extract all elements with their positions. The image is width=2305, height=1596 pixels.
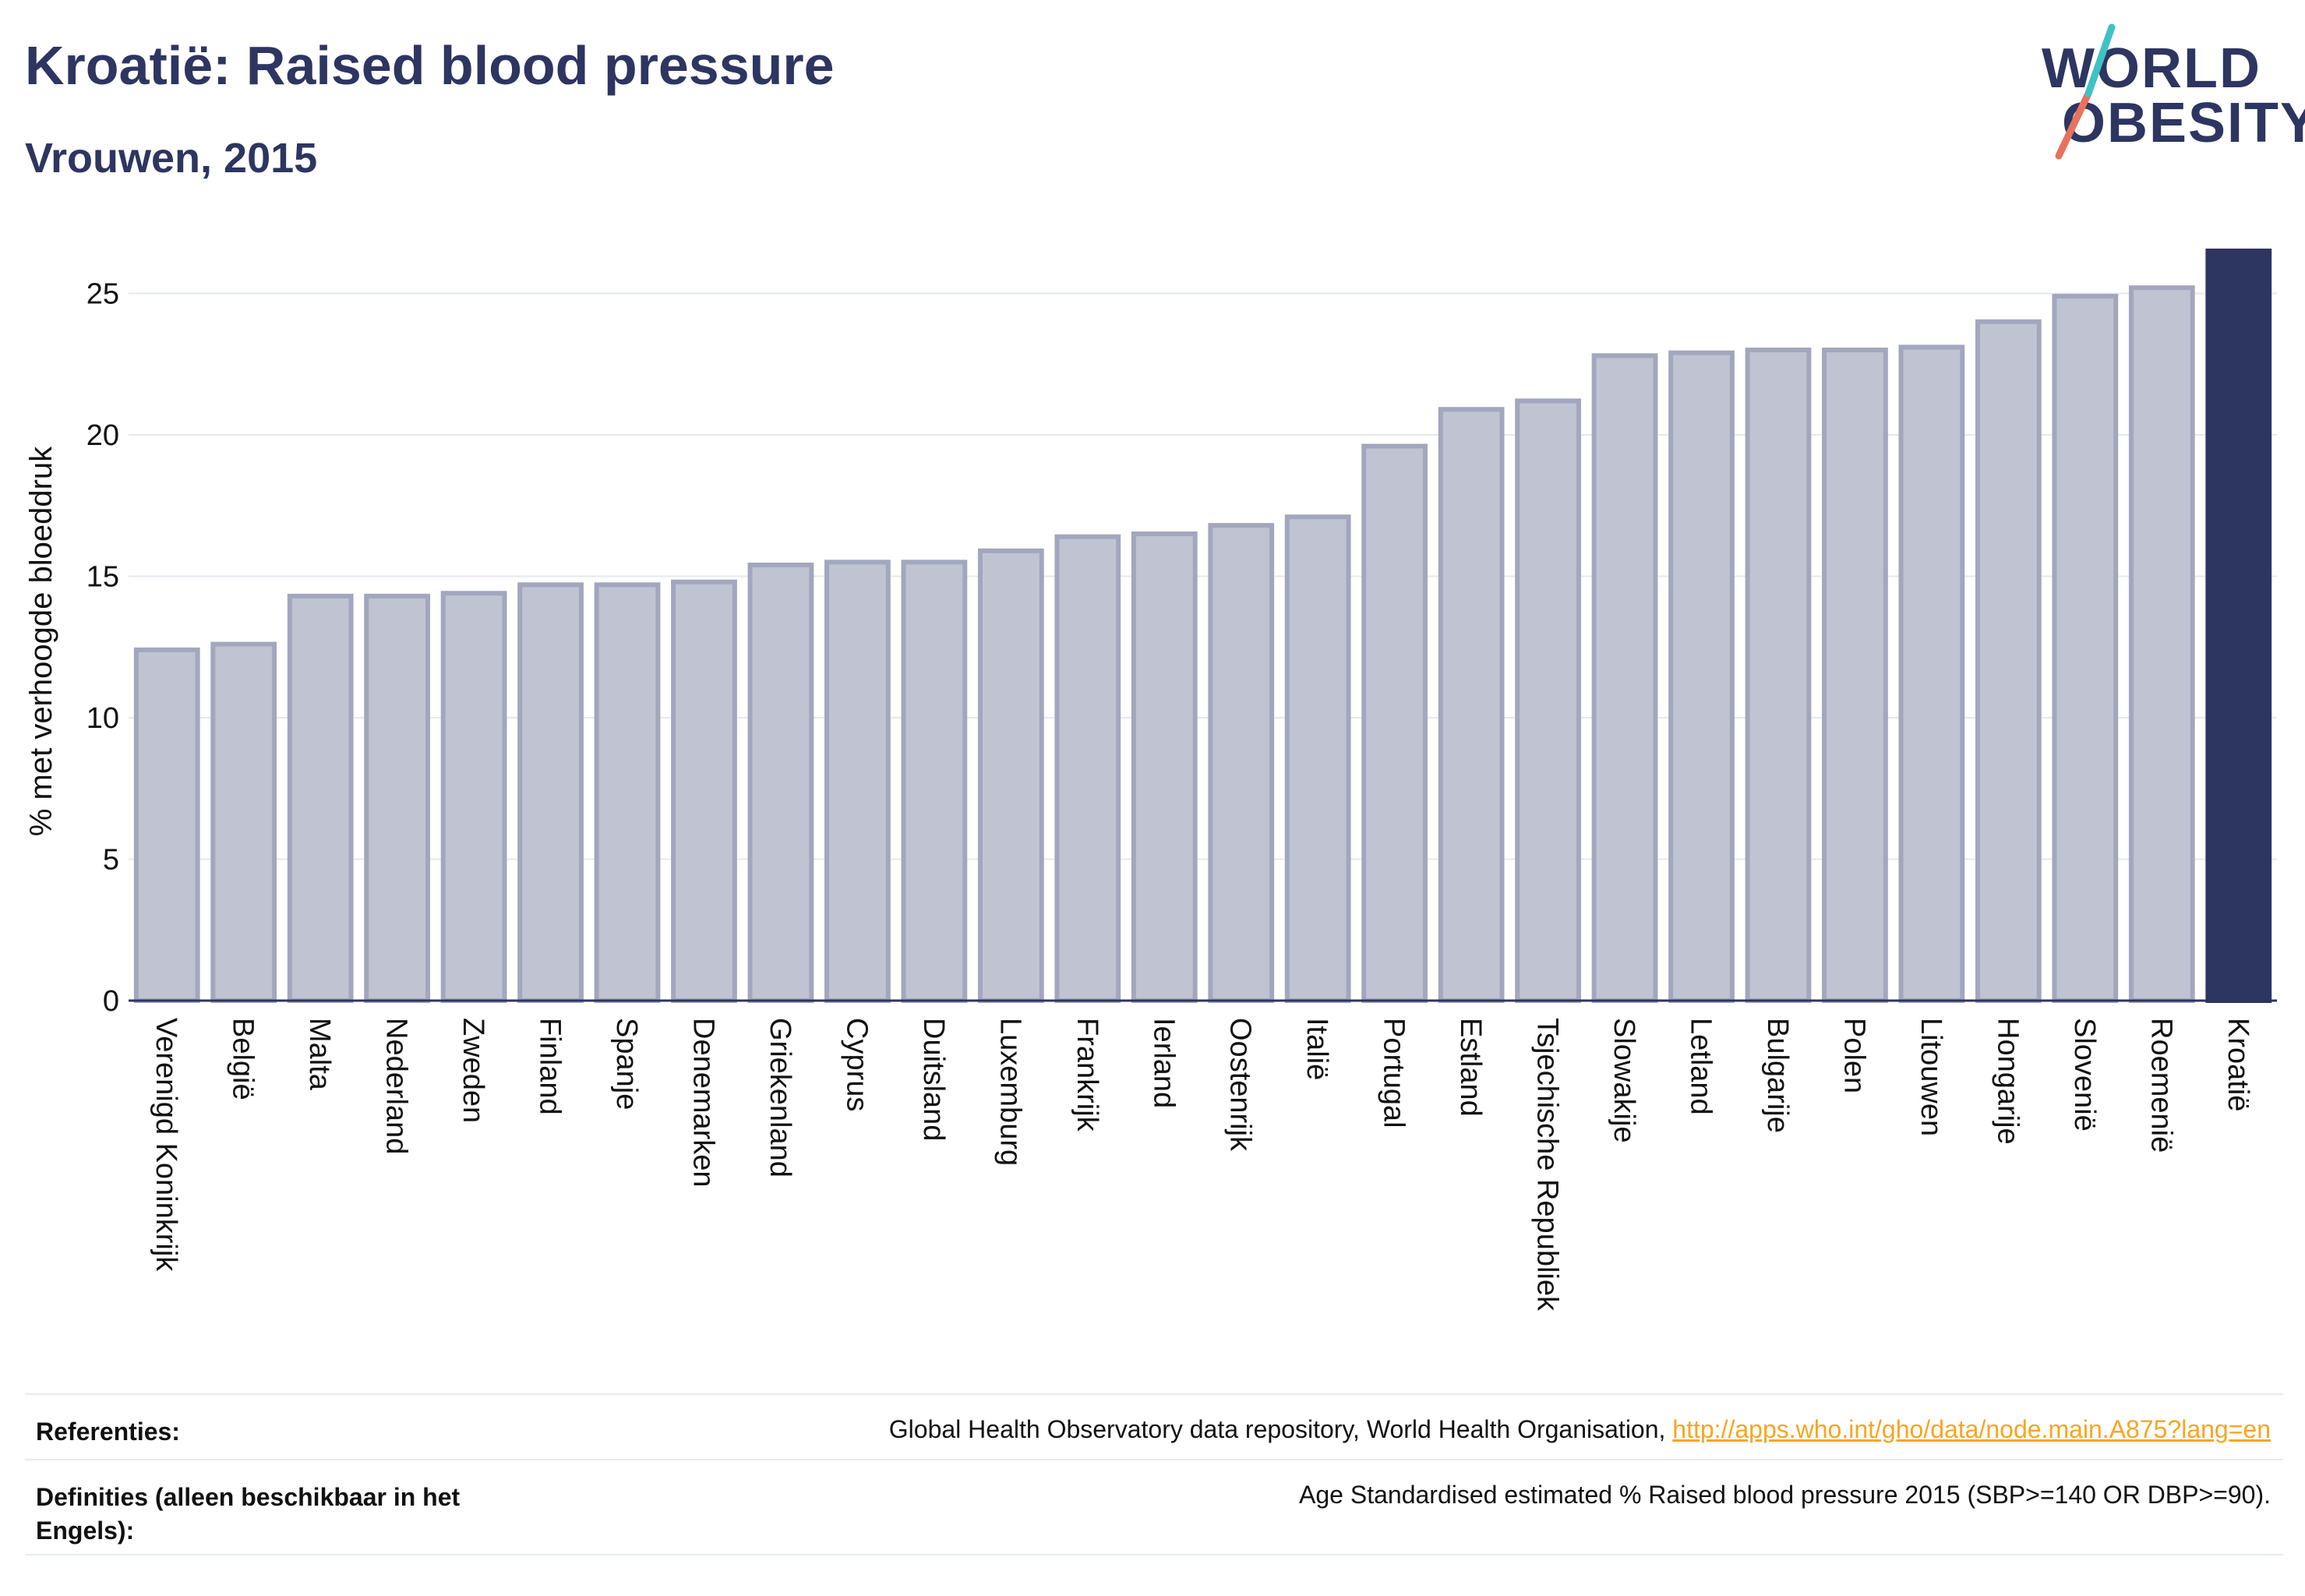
x-tick-label: Italië	[1301, 1018, 1333, 1080]
y-tick-label: 20	[86, 419, 119, 452]
x-tick-label: Kroatië	[2222, 1018, 2254, 1111]
bar-letland	[1668, 350, 1735, 1004]
x-tick-label: Finland	[534, 1018, 567, 1115]
x-tick-label: Malta	[303, 1018, 336, 1091]
x-tick-label: Tsjechische Republiek	[1531, 1018, 1564, 1312]
bar-malta	[287, 593, 354, 1003]
x-tick-label: Slowakije	[1608, 1018, 1640, 1143]
x-tick-label: Spanje	[610, 1018, 643, 1110]
bar-kroatië	[2205, 249, 2272, 1003]
bar-duitsland	[901, 560, 968, 1003]
x-tick-label: Ierland	[1147, 1018, 1180, 1108]
bar-slovenië	[2052, 294, 2119, 1003]
bars	[133, 249, 2272, 1004]
bar-chart: 0 5 10 15 20 25 Verenigd Koninkrijk België Malt…	[24, 249, 2277, 1312]
bar-frankrijk	[1054, 534, 1121, 1003]
x-tick-label: Verenigd Koninkrijk	[150, 1018, 182, 1272]
references-text: Global Health Observatory data repositor…	[889, 1415, 2271, 1444]
bar-nederland	[364, 593, 431, 1003]
x-tick-label: Slovenië	[2068, 1018, 2101, 1132]
x-tick-label: Litouwen	[1915, 1018, 1947, 1136]
y-tick-label: 0	[103, 985, 119, 1018]
x-tick-label: Bulgarije	[1761, 1018, 1794, 1133]
y-tick-label: 10	[86, 702, 119, 735]
bar-polen	[1822, 348, 1888, 1004]
logo-line1: WORLD	[2042, 37, 2261, 100]
bar-belgië	[210, 641, 277, 1004]
y-tick-label: 5	[103, 843, 119, 876]
bar-oostenrijk	[1208, 523, 1275, 1003]
bar-tsjechische-republiek	[1515, 398, 1581, 1003]
references-source: Global Health Observatory data repositor…	[888, 1415, 1673, 1443]
bar-italië	[1284, 514, 1351, 1003]
x-tick-label: Nederland	[380, 1018, 413, 1154]
bar-roemenië	[2128, 285, 2195, 1003]
x-tick-label: Oostenrijk	[1224, 1018, 1257, 1152]
x-tick-label: Estland	[1454, 1018, 1487, 1117]
y-axis-ticks: 0 5 10 15 20 25	[86, 277, 119, 1018]
references-link[interactable]: http://apps.who.int/gho/data/node.main.A…	[1672, 1415, 2271, 1443]
bar-litouwen	[1898, 344, 1965, 1004]
y-tick-label: 25	[86, 277, 119, 310]
x-tick-label: Frankrijk	[1071, 1018, 1103, 1132]
bar-portugal	[1361, 443, 1428, 1003]
footer-divider	[25, 1554, 2283, 1555]
bar-luxemburg	[977, 548, 1044, 1003]
bar-denemarken	[671, 579, 737, 1003]
x-tick-label: Griekenland	[764, 1018, 796, 1178]
bar-zweden	[440, 591, 507, 1003]
bar-slowakije	[1591, 353, 1658, 1004]
bar-verenigd-koninkrijk	[133, 647, 200, 1004]
bar-cyprus	[824, 560, 891, 1003]
bar-finland	[517, 582, 584, 1003]
definitions-label: Definities (alleen beschikbaar in het En…	[36, 1483, 461, 1545]
y-axis-title: % met verhoogde bloeddruk	[24, 446, 58, 836]
x-tick-label: Zweden	[457, 1018, 489, 1123]
x-tick-label: België	[227, 1018, 259, 1100]
x-axis-labels: Verenigd Koninkrijk België Malta Nederland Z…	[150, 1018, 2254, 1312]
bar-hongarije	[1975, 319, 2042, 1004]
y-tick-label: 15	[86, 560, 119, 593]
x-tick-label: Polen	[1837, 1018, 1870, 1093]
bar-estland	[1438, 407, 1505, 1003]
bar-griekenland	[747, 562, 814, 1003]
logo-slash-icon	[2055, 23, 2116, 160]
x-tick-label: Luxemburg	[994, 1018, 1026, 1166]
x-tick-label: Roemenië	[2144, 1018, 2177, 1153]
x-tick-label: Denemarken	[687, 1018, 719, 1188]
definitions-text: Age Standardised estimated % Raised bloo…	[1299, 1481, 2271, 1509]
bar-spanje	[594, 582, 661, 1003]
x-tick-label: Letland	[1685, 1018, 1717, 1115]
x-tick-label: Duitsland	[917, 1018, 950, 1141]
x-tick-label: Cyprus	[840, 1018, 873, 1111]
world-obesity-logo: WORLD OBESITY	[2034, 23, 2305, 164]
references-label: Referenties:	[36, 1418, 180, 1446]
chart-title: Kroatië: Raised blood pressure	[25, 35, 835, 96]
footer-divider	[25, 1393, 2283, 1395]
chart-subtitle: Vrouwen, 2015	[25, 135, 318, 182]
x-tick-label: Hongarije	[1991, 1018, 2024, 1145]
x-tick-label: Portugal	[1378, 1018, 1410, 1128]
bar-bulgarije	[1745, 348, 1812, 1004]
logo-line2: OBESITY	[2062, 92, 2305, 154]
footer-divider	[25, 1459, 2283, 1460]
bar-ierland	[1131, 531, 1198, 1003]
